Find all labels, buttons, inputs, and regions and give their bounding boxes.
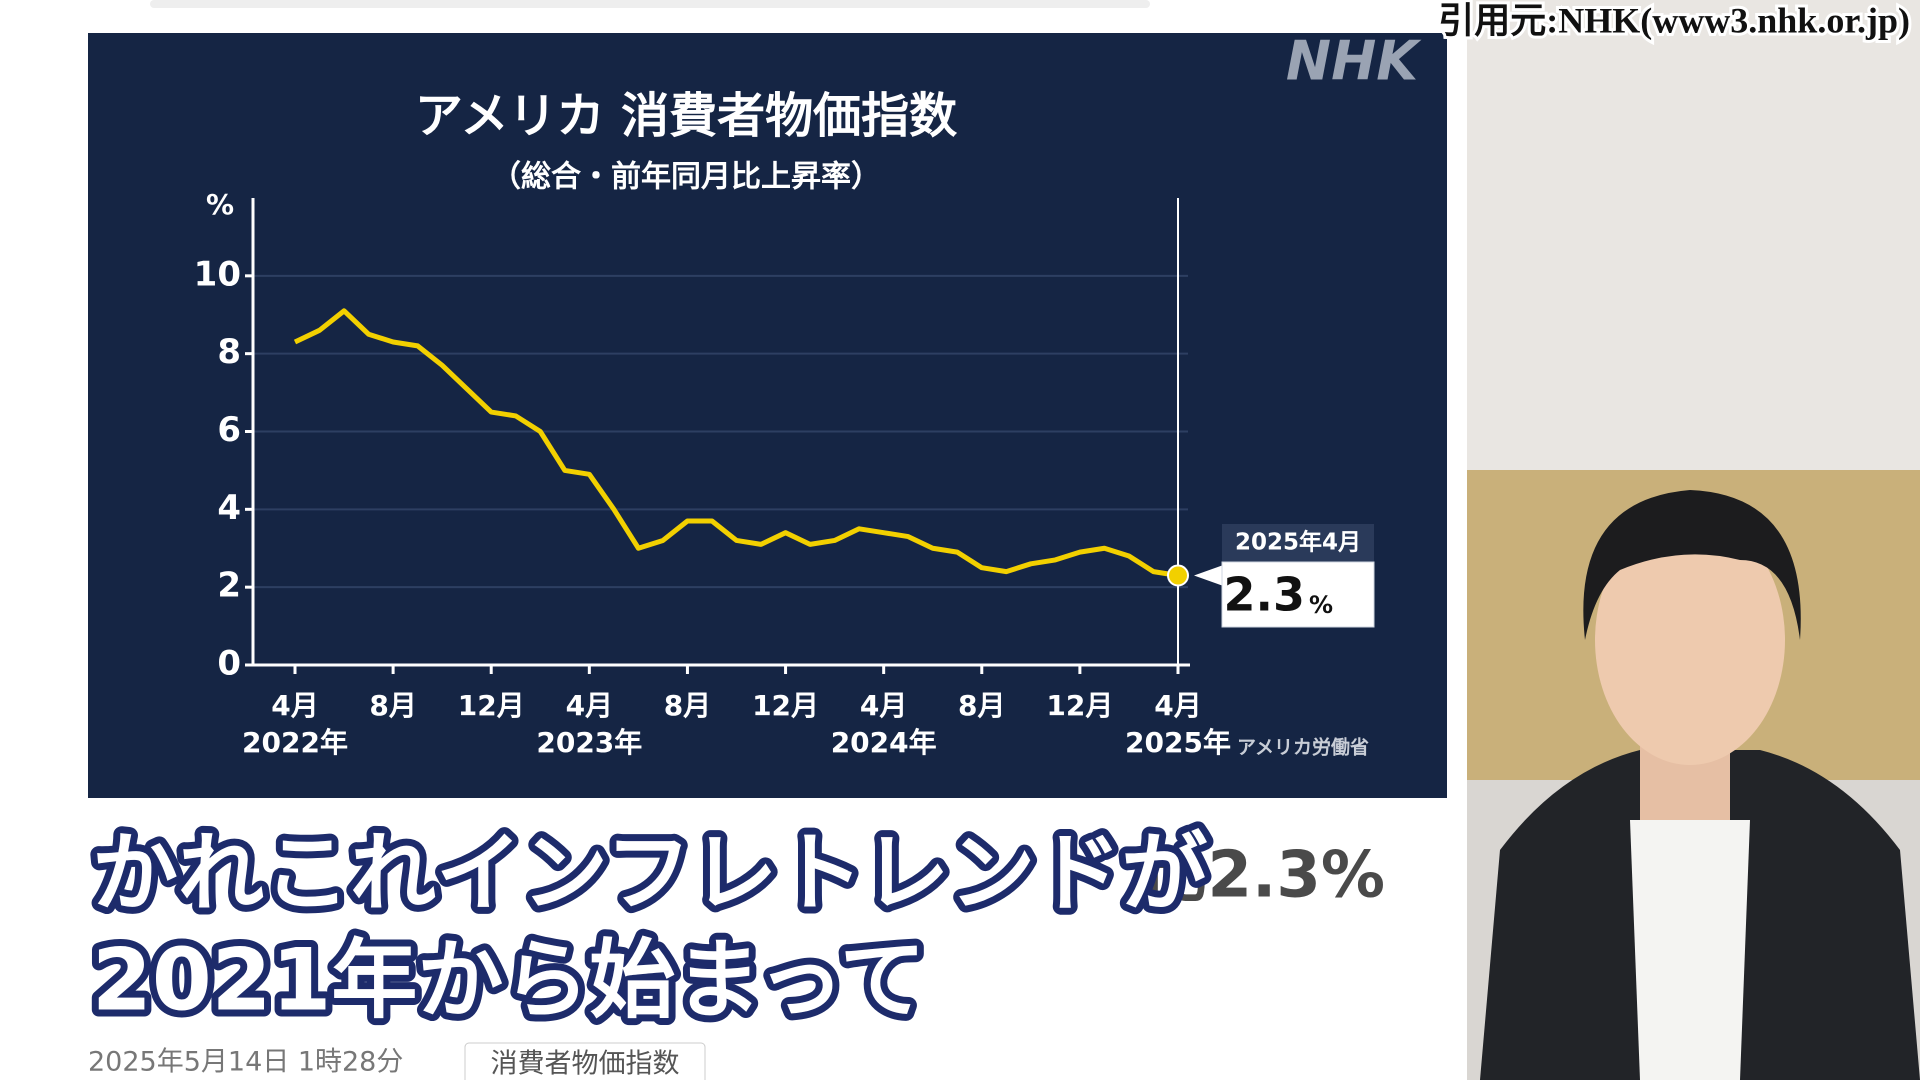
callout-date: 2025年4月 xyxy=(1235,529,1361,556)
hair xyxy=(1583,490,1801,640)
x-year-label: 2025年 xyxy=(1125,726,1231,759)
x-tick-label: 12月 xyxy=(458,689,525,722)
y-tick-label: 6 xyxy=(217,410,241,450)
x-tick-label: 4月 xyxy=(271,689,318,722)
callout-header xyxy=(1222,524,1374,562)
article-date: 2025年5月14日 1時28分 xyxy=(88,1047,403,1078)
y-tick-label: 10 xyxy=(194,254,241,294)
y-tick-label: 2 xyxy=(217,566,241,606)
y-axis-unit: % xyxy=(206,188,234,221)
callout-value: 2.3 xyxy=(1224,568,1306,622)
callout-box xyxy=(1221,561,1375,628)
x-tick-label: 4月 xyxy=(860,689,907,722)
callout-unit: % xyxy=(1309,591,1333,619)
x-year-label: 2023年 xyxy=(536,726,642,759)
chart-title: アメリカ 消費者物価指数 xyxy=(415,88,957,144)
shirt xyxy=(1630,820,1750,1080)
chart-panel xyxy=(88,33,1447,798)
data-line xyxy=(293,308,1179,578)
y-tick-label: 4 xyxy=(217,488,241,528)
background-headline: 比2.3% xyxy=(1144,839,1386,913)
x-tick-label: 8月 xyxy=(664,689,711,722)
callout-arrow xyxy=(1194,565,1222,586)
y-tick-label: 8 xyxy=(217,332,241,372)
x-year-label: 2024年 xyxy=(831,726,937,759)
y-tick-label: 0 xyxy=(217,644,241,684)
logo: NHK xyxy=(1286,30,1422,93)
x-tick-label: 12月 xyxy=(1046,689,1113,722)
x-year-label: 2022年 xyxy=(242,726,348,759)
top-bar xyxy=(150,0,1150,8)
tag-box[interactable] xyxy=(464,1042,706,1084)
face xyxy=(1595,515,1785,765)
x-tick-label: 4月 xyxy=(1154,689,1201,722)
plot: 0 2 4 6 8 10 4月 8月 12月 4月 8月 12月 4月 8月 12月 4月 2022年 2023年… xyxy=(194,198,1375,759)
source: アメリカ労働省 xyxy=(1237,736,1369,759)
x-tick-label: 8月 xyxy=(958,689,1005,722)
article-tag[interactable]: 消費者物価指数 xyxy=(491,1049,680,1080)
x-tick-label: 4月 xyxy=(566,689,613,722)
x-tick-label: 12月 xyxy=(752,689,819,722)
end-point xyxy=(1167,564,1189,587)
citation: 引用元:NHK(www3.nhk.or.jp) xyxy=(1438,0,1910,40)
caption-line: 2021年から始まって xyxy=(92,930,926,1030)
chart-subtitle: （総合・前年同月比上昇率） xyxy=(491,160,881,195)
caption-line: かれこれインフレトレンドが xyxy=(92,823,1207,923)
x-tick-label: 8月 xyxy=(369,689,416,722)
